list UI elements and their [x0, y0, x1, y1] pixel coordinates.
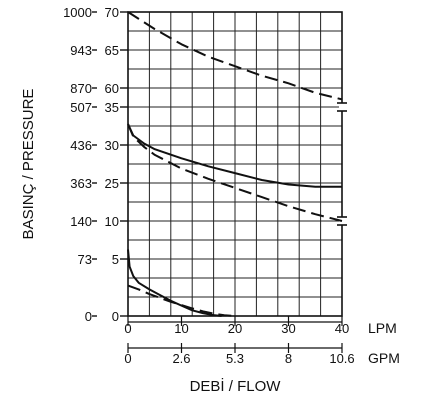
series-line-dashed [127, 123, 343, 222]
y-tick-label-outer: 943 [70, 43, 92, 58]
x-axis-title: DEBİ / FLOW [190, 377, 282, 395]
x-tick-label-lpm: 30 [281, 321, 295, 336]
y-tick-label-inner: 0 [112, 309, 119, 324]
x-tick-label-gpm: 8 [285, 351, 292, 366]
x-tick-label-lpm: 20 [228, 321, 242, 336]
y-tick-label-inner: 70 [105, 5, 119, 20]
y-tick-label-inner: 65 [105, 43, 119, 58]
x-tick-label-gpm: 2.6 [172, 351, 190, 366]
y-tick-label-inner: 25 [105, 176, 119, 191]
x-tick-label-lpm: 10 [174, 321, 188, 336]
axis-break-gap [339, 103, 345, 111]
y-tick-label-inner: 10 [105, 214, 119, 229]
y-tick-label-outer: 73 [78, 252, 92, 267]
y-tick-label-outer: 1000 [63, 5, 92, 20]
y-tick-label-inner: 5 [112, 252, 119, 267]
y-axis-title: BASINÇ / PRESSURE [20, 89, 37, 240]
x-tick-label-gpm: 0 [124, 351, 131, 366]
series-line-solid [127, 249, 222, 317]
y-tick-label-inner: 35 [105, 100, 119, 115]
y-tick-label-inner: 60 [105, 81, 119, 96]
x-tick-label-gpm: 10.6 [329, 351, 354, 366]
series-line-dashed [127, 11, 343, 101]
y-tick-label-outer: 507 [70, 100, 92, 115]
y-tick-label-outer: 140 [70, 214, 92, 229]
x-tick-label-lpm: 0 [124, 321, 131, 336]
series-line-solid [127, 123, 342, 188]
x-tick-label-lpm: 40 [335, 321, 349, 336]
x-unit-label-lpm: LPM [368, 320, 397, 336]
x-unit-label-gpm: GPM [368, 350, 400, 366]
series-line-dashed [127, 284, 236, 317]
y-tick-label-outer: 363 [70, 176, 92, 191]
x-tick-label-gpm: 5.3 [226, 351, 244, 366]
y-tick-label-outer: 870 [70, 81, 92, 96]
y-tick-label-outer: 436 [70, 138, 92, 153]
y-tick-label-inner: 30 [105, 138, 119, 153]
y-tick-label-outer: 0 [85, 309, 92, 324]
